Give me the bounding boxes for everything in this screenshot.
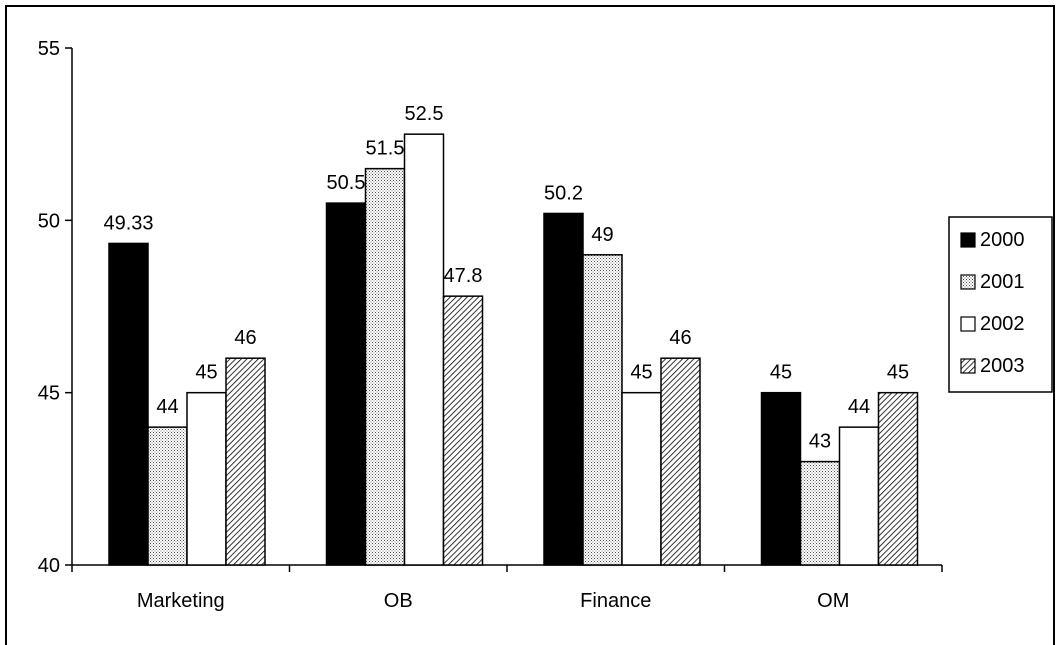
bar-2000-finance — [543, 212, 584, 566]
bar-2000-marketing — [108, 242, 149, 566]
bar-2001-ob — [364, 167, 406, 566]
data-label: 49.33 — [103, 212, 153, 234]
data-label: 49 — [591, 224, 613, 246]
data-label: 45 — [195, 362, 217, 384]
bar-2003-om — [877, 391, 919, 566]
data-label: 45 — [887, 362, 909, 384]
data-label: 51.5 — [366, 138, 405, 160]
bar-2002-marketing — [186, 391, 227, 566]
data-label: 43 — [809, 431, 831, 453]
bar-2003-marketing — [225, 357, 266, 566]
bar-2003-ob — [442, 295, 484, 566]
bar-2002-finance — [621, 391, 662, 566]
data-labels: 49.33 50.5 50.2 45 44 51.5 49 43 45 52.5 45 44 46 47.… — [103, 103, 909, 452]
x-tick-label: OB — [384, 590, 413, 612]
x-tick-label: Marketing — [137, 590, 225, 612]
bar-2002-ob — [403, 133, 445, 566]
data-label: 52.5 — [405, 103, 444, 125]
y-tick-label: 40 — [38, 555, 60, 577]
legend-swatch — [960, 232, 976, 248]
data-label: 45 — [630, 362, 652, 384]
bar-2001-finance — [582, 254, 623, 566]
legend-swatch — [960, 316, 976, 332]
data-label: 50.5 — [327, 172, 366, 194]
x-tick-label: OM — [817, 590, 849, 612]
data-label: 47.8 — [444, 265, 483, 287]
legend-swatch — [960, 358, 976, 374]
bar-2001-om — [799, 460, 841, 566]
bar-2001-marketing — [147, 426, 188, 566]
legend-swatch — [960, 274, 976, 290]
bars — [108, 133, 919, 566]
legend-label: 2001 — [980, 271, 1025, 293]
y-tick-label: 55 — [38, 38, 60, 60]
data-label: 44 — [848, 396, 870, 418]
legend-label: 2000 — [980, 229, 1025, 251]
data-label: 50.2 — [544, 182, 583, 204]
legend-label: 2002 — [980, 313, 1025, 335]
bar-2000-om — [760, 391, 802, 566]
legend-label: 2003 — [980, 355, 1025, 377]
bar-2003-finance — [660, 357, 701, 566]
data-label: 45 — [770, 362, 792, 384]
data-label: 44 — [156, 396, 178, 418]
data-label: 46 — [234, 327, 256, 349]
y-tick-label: 45 — [38, 383, 60, 405]
y-tick-label: 50 — [38, 210, 60, 232]
legend: 2000 2001 2002 2003 — [948, 216, 1053, 393]
x-tick-label: Finance — [580, 590, 651, 612]
bar-2002-om — [838, 426, 880, 566]
data-label: 46 — [669, 327, 691, 349]
bar-2000-ob — [325, 202, 367, 566]
